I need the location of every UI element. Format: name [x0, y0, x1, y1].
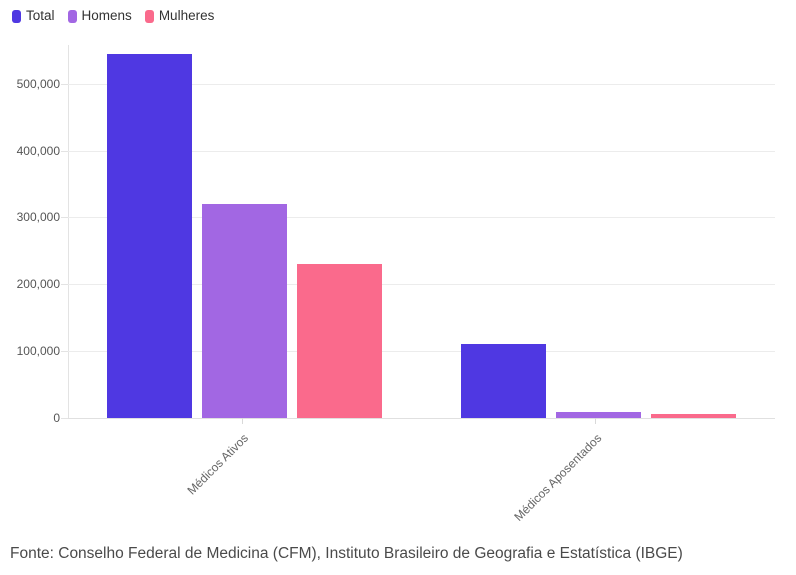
- bar-homens-1[interactable]: [202, 204, 288, 418]
- source-note: Fonte: Conselho Federal de Medicina (CFM…: [10, 545, 683, 562]
- bar-mulheres-1[interactable]: [297, 264, 383, 418]
- y-tick-label: 200,000: [16, 277, 60, 292]
- x-axis-category-label: Médicos Ativos: [184, 431, 251, 498]
- bar-homens-2[interactable]: [555, 412, 641, 418]
- bar-mulheres-2[interactable]: [650, 413, 736, 418]
- legend-label-mulheres: Mulheres: [158, 8, 215, 23]
- legend-label-total: Total: [26, 8, 55, 23]
- bar-total-1[interactable]: [107, 53, 193, 418]
- gridline: [68, 217, 775, 219]
- bar-chart: 0 100,000 200,000 300,000 400,000 500,000 Médi…: [16, 45, 775, 524]
- gridline: [68, 351, 775, 353]
- y-tick-mark: [61, 150, 68, 152]
- y-tick-label: 0: [53, 411, 60, 425]
- y-tick-mark: [61, 418, 68, 419]
- legend-swatch-total: [12, 9, 21, 23]
- gridline: [68, 150, 775, 152]
- y-tick-mark: [61, 284, 68, 286]
- bar-total-2[interactable]: [460, 343, 546, 418]
- legend-item-homens[interactable]: Homens: [67, 8, 132, 24]
- legend-swatch-mulheres: [144, 9, 154, 23]
- legend-item-total[interactable]: Total: [12, 8, 55, 24]
- gridline: [68, 284, 775, 286]
- x-tick-mark: [595, 418, 597, 424]
- legend-item-mulheres[interactable]: Mulheres: [144, 8, 215, 24]
- y-tick-mark: [61, 217, 68, 219]
- y-tick-label: 400,000: [16, 143, 60, 158]
- legend-swatch-homens: [67, 9, 77, 23]
- y-tick-mark: [61, 83, 68, 85]
- gridline: [68, 83, 775, 85]
- y-tick-label: 100,000: [16, 344, 60, 359]
- x-axis-category-label: Médicos Aposentados: [511, 431, 605, 524]
- legend: Total Homens Mulheres: [12, 8, 214, 24]
- legend-label-homens: Homens: [81, 8, 132, 23]
- y-tick-label: 300,000: [16, 210, 60, 225]
- y-tick-label: 500,000: [16, 76, 60, 91]
- x-axis-line: [68, 418, 775, 419]
- y-axis-line: [68, 45, 69, 418]
- y-tick-mark: [61, 351, 68, 353]
- x-tick-mark: [241, 418, 243, 424]
